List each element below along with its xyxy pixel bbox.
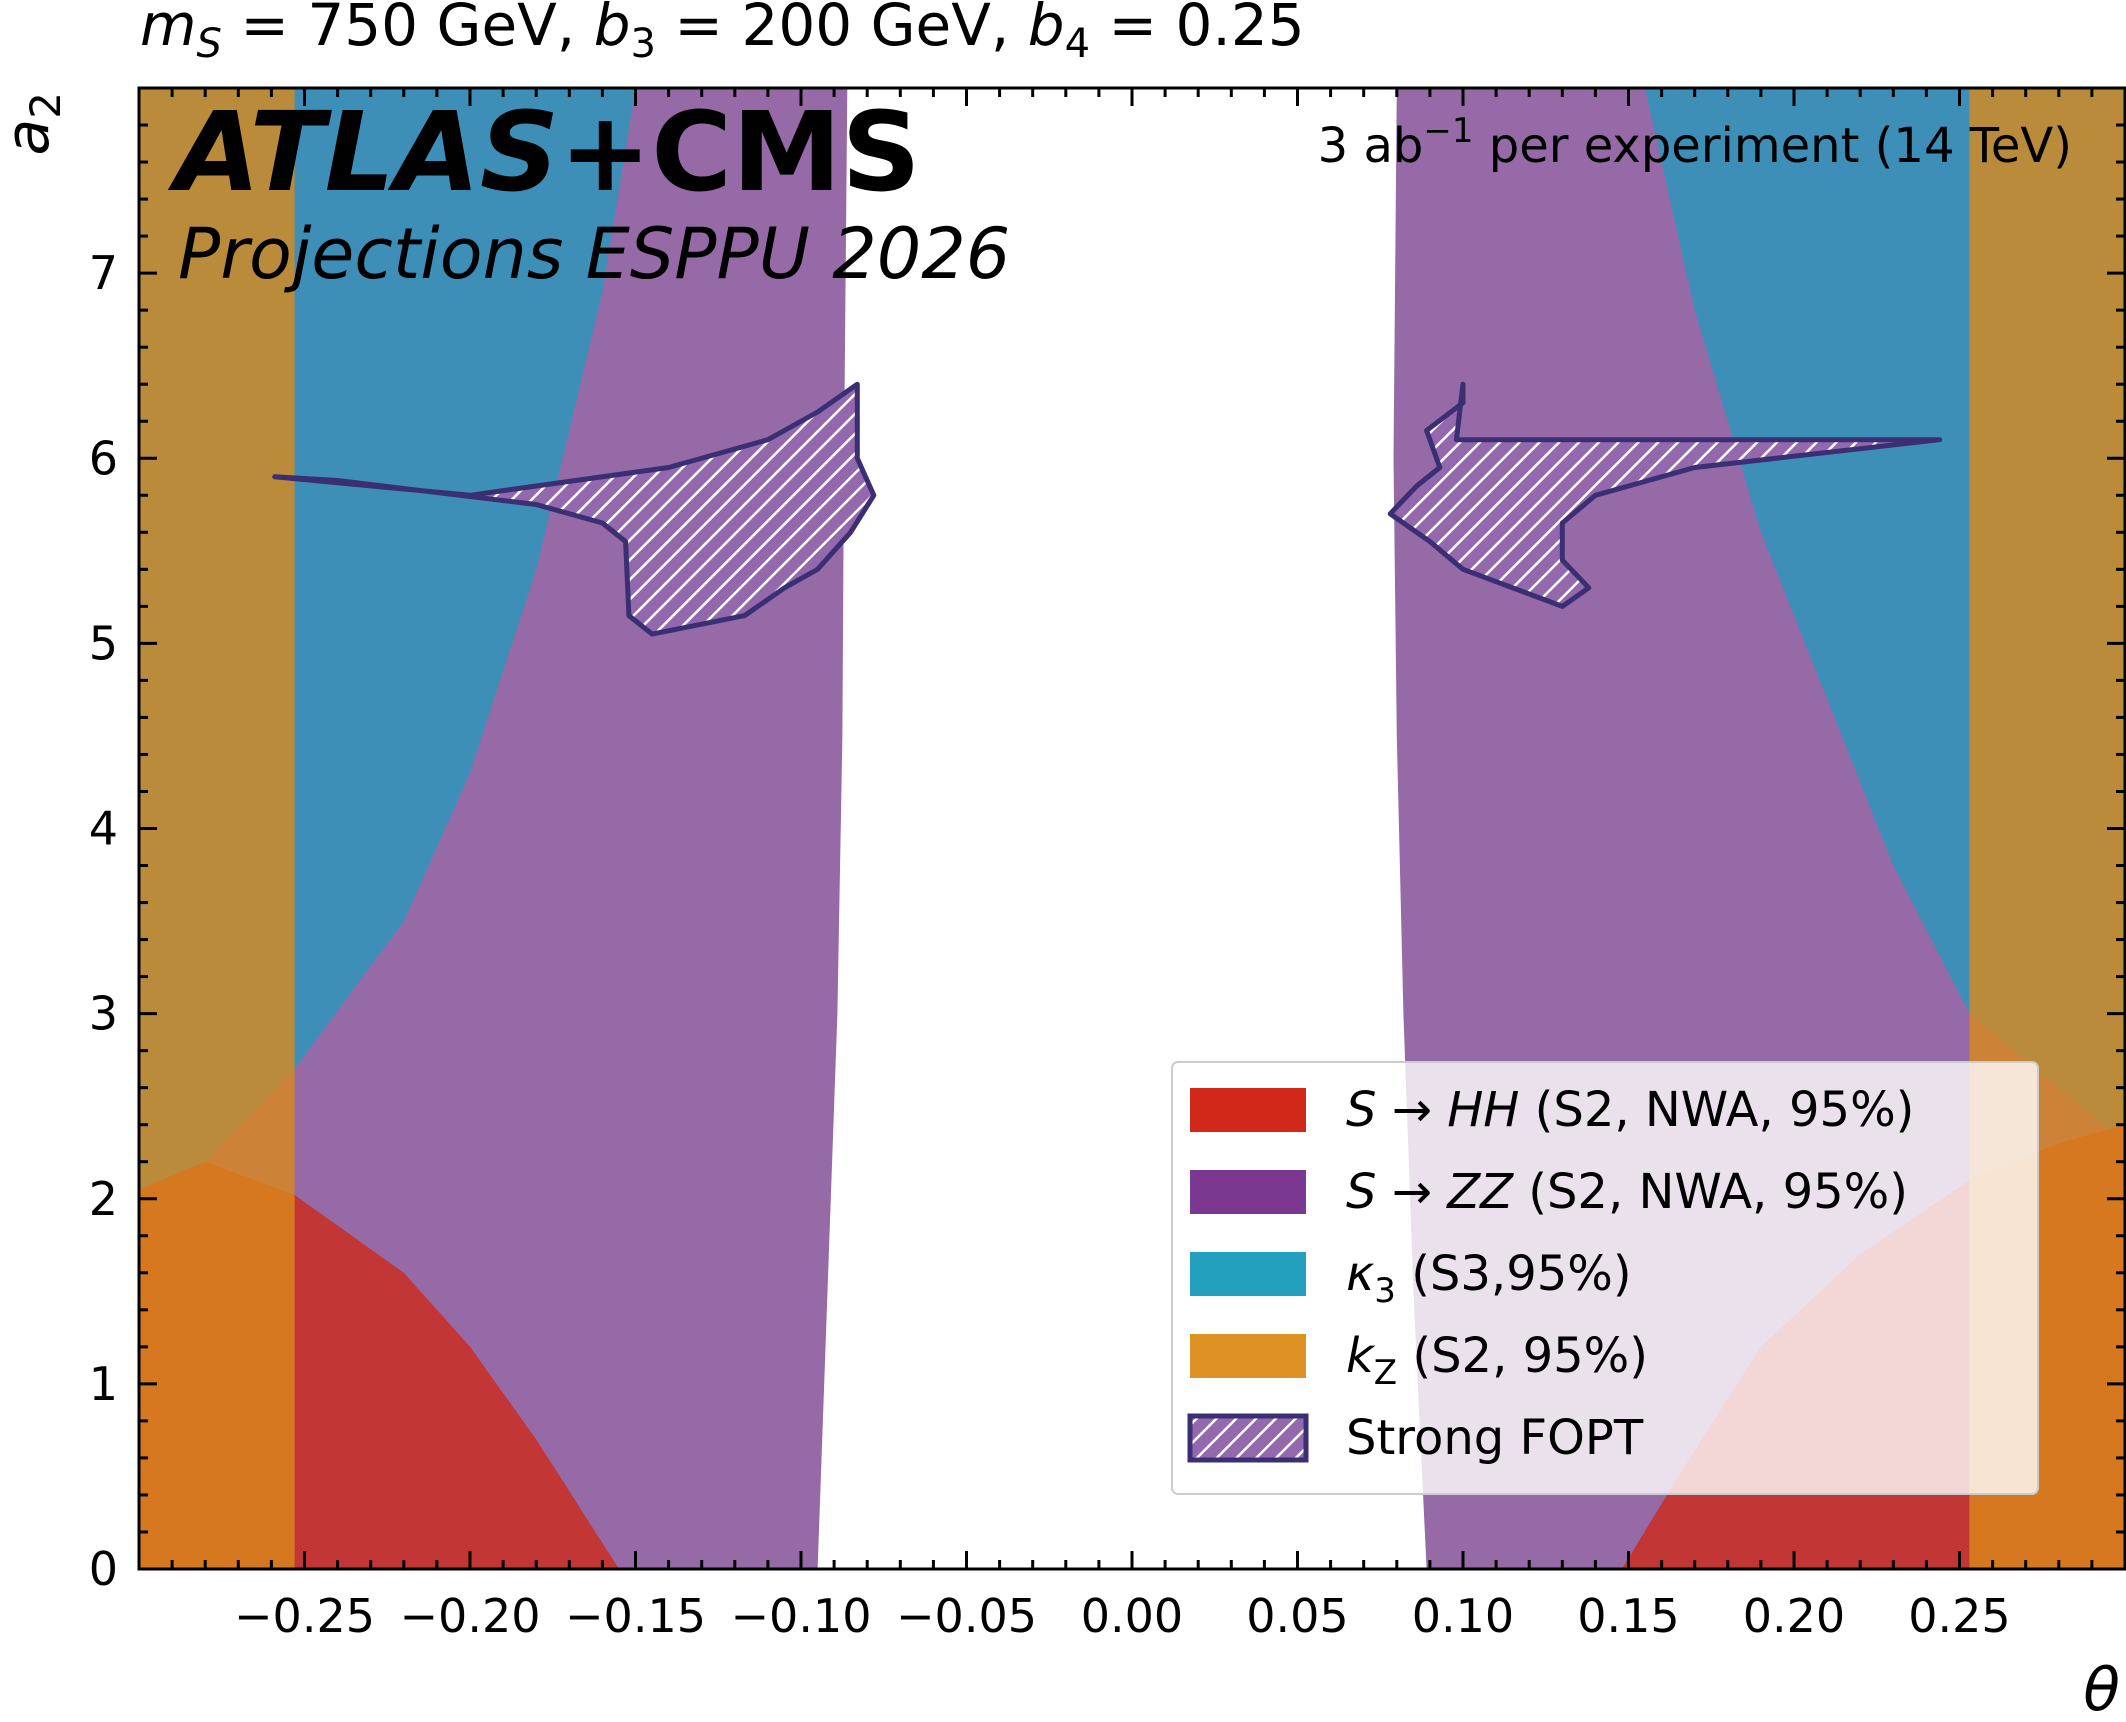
legend-swatch-FOPT (1187, 1413, 1309, 1463)
x-tick-label: 0.25 (1908, 1589, 2010, 1643)
x-tick-label: 0.05 (1246, 1589, 1348, 1643)
legend-label-kappa3: κ3 (S3,95%) (1346, 1246, 1632, 1311)
legend-swatch-ZZ (1190, 1170, 1306, 1214)
y-axis-label: a2 (0, 92, 70, 156)
legend-label-HH: S → HH (S2, NWA, 95%) (1346, 1082, 1914, 1138)
y-tick-label: 0 (89, 1542, 118, 1596)
x-axis-label: θ (2083, 1655, 2120, 1722)
y-tick-label: 7 (89, 246, 118, 300)
strong-fopt-left-region (272, 381, 877, 637)
x-tick-label: −0.10 (731, 1589, 872, 1643)
y-tick-label: 4 (89, 802, 118, 856)
x-tick-label: 0.20 (1743, 1589, 1845, 1643)
legend-label-FOPT: Strong FOPT (1346, 1410, 1644, 1466)
x-tick-label: 0.00 (1081, 1589, 1183, 1643)
y-tick-label: 1 (89, 1357, 118, 1411)
chart-title: mS = 750 GeV, b3 = 200 GeV, b4 = 0.25 (140, 0, 1305, 67)
y-tick-label: 2 (89, 1172, 118, 1226)
x-tick-label: 0.10 (1412, 1589, 1514, 1643)
legend-label-ZZ: S → ZZ (S2, NWA, 95%) (1346, 1164, 1908, 1220)
x-tick-label: −0.15 (565, 1589, 706, 1643)
experiment-label: ATLAS+CMS (167, 88, 921, 216)
axis-ticks (137, 86, 2126, 1571)
x-tick-label: −0.20 (400, 1589, 541, 1643)
legend-swatch-kZ (1190, 1334, 1306, 1378)
y-tick-label: 5 (89, 616, 118, 670)
experiment-subtitle: Projections ESPPU 2026 (178, 213, 1010, 295)
legend-frame (1171, 1061, 2039, 1495)
strong-fopt-right-region (1387, 381, 1943, 609)
luminosity-label: 3 ab−1 per experiment (14 TeV) (1318, 111, 2072, 174)
x-tick-label: −0.25 (234, 1589, 375, 1643)
legend: S → HH (S2, NWA, 95%) S → ZZ (S2, NWA, 95… (1171, 1061, 2039, 1495)
kz-excluded-left-region (139, 88, 295, 1569)
legend-swatch-kappa3 (1190, 1252, 1306, 1296)
x-tick-label: 0.15 (1577, 1589, 1679, 1643)
legend-swatch-HH (1190, 1088, 1306, 1132)
y-tick-label: 6 (89, 431, 118, 485)
x-tick-label: −0.05 (896, 1589, 1037, 1643)
legend-label-kZ: kZ (S2, 95%) (1346, 1328, 1648, 1393)
y-tick-label: 3 (89, 987, 118, 1041)
